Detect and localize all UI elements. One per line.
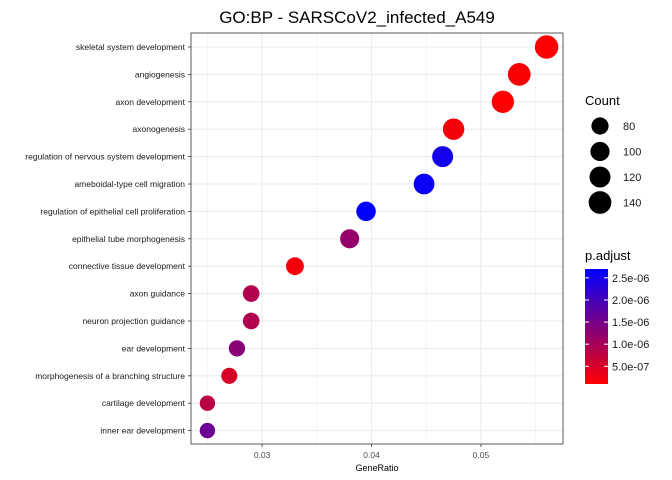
- size-legend-label: 120: [623, 172, 641, 184]
- data-point: [221, 367, 238, 384]
- color-legend-label: 2.0e-06: [612, 295, 649, 307]
- y-tick-label: angiogenesis: [135, 69, 185, 79]
- color-legend: p.adjust 5.0e-07 1.0e-06 1.5e-06 2.0e-06 2.5…: [585, 248, 649, 384]
- x-tick-label: 0.04: [363, 450, 380, 460]
- color-legend-label: 1.5e-06: [612, 317, 649, 329]
- color-legend-label: 2.5e-06: [612, 273, 649, 285]
- y-tick-label: regulation of epithelial cell proliferat…: [40, 206, 185, 216]
- plot-panel: [190, 32, 564, 445]
- y-axis: skeletal system development angiogenesis a…: [25, 42, 191, 436]
- chart-title: GO:BP - SARSCoV2_infected_A549: [219, 8, 495, 27]
- size-legend-key: [591, 117, 609, 135]
- data-point: [507, 63, 531, 86]
- y-tick-label: ameboidal-type cell migration: [74, 179, 185, 189]
- size-legend-title: Count: [585, 93, 620, 108]
- data-point: [228, 340, 246, 357]
- data-point: [340, 229, 360, 249]
- data-point: [442, 118, 465, 140]
- y-tick-label: axon guidance: [130, 289, 186, 299]
- y-tick-label: axon development: [116, 97, 186, 107]
- color-legend-title: p.adjust: [585, 248, 631, 263]
- data-point: [432, 146, 454, 168]
- y-tick-label: epithelial tube morphogenesis: [72, 234, 185, 244]
- y-tick-label: cartilage development: [102, 398, 186, 408]
- size-legend-key: [590, 141, 610, 162]
- x-tick-label: 0.05: [473, 450, 490, 460]
- y-tick-label: skeletal system development: [76, 42, 186, 52]
- data-point: [286, 257, 304, 276]
- data-point: [491, 90, 514, 113]
- data-point: [356, 201, 376, 222]
- y-tick-label: ear development: [122, 343, 186, 353]
- data-point: [242, 312, 260, 330]
- color-legend-label: 5.0e-07: [612, 361, 649, 373]
- size-legend-label: 100: [623, 147, 641, 159]
- size-legend: Count 80 100 120 140: [585, 93, 641, 214]
- data-points: [199, 35, 559, 439]
- color-legend-label: 1.0e-06: [612, 339, 649, 351]
- size-legend-key: [589, 166, 611, 188]
- y-tick-label: neuron projection guidance: [82, 316, 185, 326]
- x-axis: 0.03 0.04 0.05: [254, 444, 490, 460]
- grid-lines: [191, 33, 563, 444]
- y-tick-label: connective tissue development: [69, 261, 186, 271]
- data-point: [242, 285, 260, 302]
- color-legend-bar: [585, 269, 608, 384]
- data-point: [199, 422, 216, 439]
- size-legend-label: 80: [623, 121, 635, 133]
- data-point: [413, 173, 435, 195]
- size-legend-label: 140: [623, 198, 641, 210]
- data-point: [199, 395, 216, 411]
- size-legend-key: [588, 191, 612, 214]
- y-tick-label: inner ear development: [100, 426, 185, 436]
- y-tick-label: axonogenesis: [133, 124, 185, 134]
- y-tick-label: regulation of nervous system development: [25, 152, 185, 162]
- x-axis-label: GeneRatio: [355, 463, 398, 473]
- data-point: [534, 35, 559, 59]
- y-tick-label: morphogenesis of a branching structure: [35, 371, 185, 381]
- x-tick-label: 0.03: [254, 450, 271, 460]
